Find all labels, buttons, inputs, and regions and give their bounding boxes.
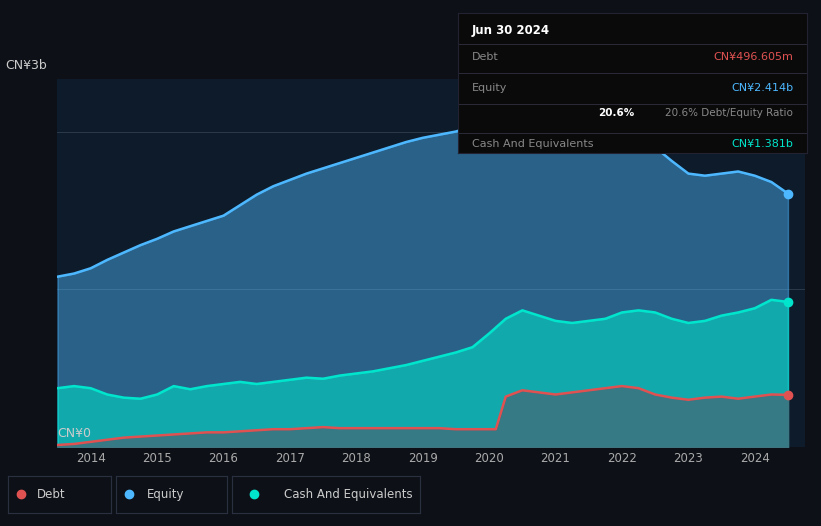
Text: 20.6%: 20.6% xyxy=(598,108,635,118)
Text: Debt: Debt xyxy=(472,52,499,62)
Text: CN¥1.381b: CN¥1.381b xyxy=(732,138,793,149)
Text: CN¥3b: CN¥3b xyxy=(5,58,47,72)
Text: CN¥0: CN¥0 xyxy=(57,427,91,440)
Text: 20.6% Debt/Equity Ratio: 20.6% Debt/Equity Ratio xyxy=(665,108,793,118)
Text: CN¥496.605m: CN¥496.605m xyxy=(713,52,793,62)
Text: Equity: Equity xyxy=(472,83,507,93)
Text: Cash And Equivalents: Cash And Equivalents xyxy=(284,488,413,501)
Text: CN¥2.414b: CN¥2.414b xyxy=(731,83,793,93)
Text: Equity: Equity xyxy=(147,488,184,501)
Text: Debt: Debt xyxy=(37,488,66,501)
Text: Cash And Equivalents: Cash And Equivalents xyxy=(472,138,594,149)
Text: Jun 30 2024: Jun 30 2024 xyxy=(472,24,550,37)
